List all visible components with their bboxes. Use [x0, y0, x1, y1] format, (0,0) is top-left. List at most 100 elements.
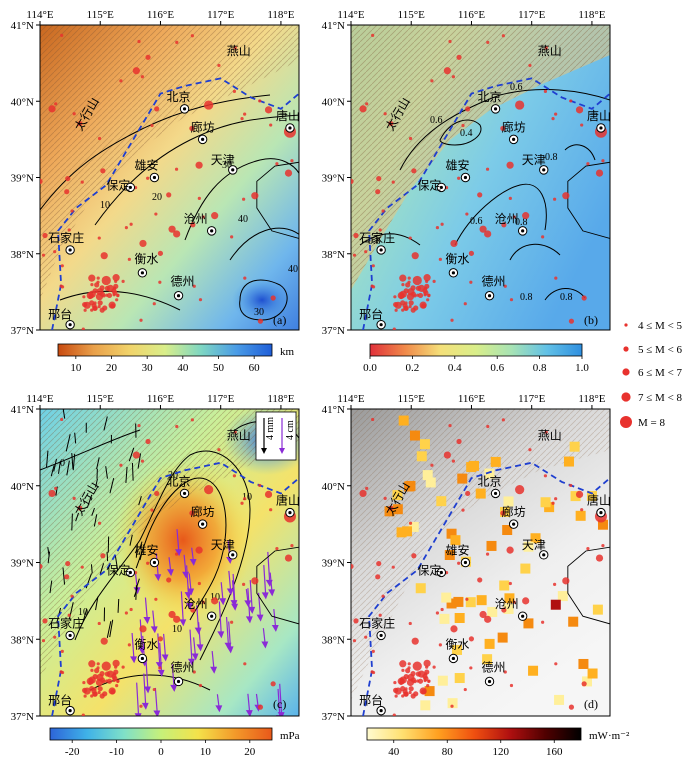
heat-flow-sample	[554, 694, 565, 705]
earthquake-point	[137, 39, 141, 44]
city-label: 衡水	[445, 637, 469, 651]
heat-flow-sample	[586, 490, 597, 501]
earthquake-point	[393, 680, 397, 685]
lat-tick-label: 38°N	[322, 249, 345, 261]
earthquake-point	[541, 620, 545, 624]
earthquake-point	[580, 123, 584, 127]
heat-flow-sample	[454, 613, 465, 624]
city-marker-dot	[68, 633, 72, 638]
heat-flow-sample	[446, 598, 457, 609]
earthquake-point	[392, 327, 396, 330]
earthquake-point	[175, 40, 179, 44]
earthquake-point	[154, 597, 158, 601]
earthquake-point	[376, 175, 382, 182]
heat-flow-sample	[465, 597, 476, 608]
earthquake-point	[83, 308, 87, 312]
earthquake-point	[450, 239, 458, 248]
earthquake-point	[174, 552, 179, 556]
gps-arrow-head	[191, 653, 199, 661]
earthquake-point	[383, 496, 387, 500]
earthquake-point	[351, 178, 354, 185]
earthquake-point	[150, 123, 154, 128]
earthquake-point	[60, 649, 64, 653]
earthquake-point	[53, 635, 57, 639]
strain-arrow	[109, 619, 114, 638]
earthquake-point	[371, 33, 375, 37]
earthquake-point	[477, 192, 483, 198]
lat-tick-label: 38°N	[11, 634, 34, 646]
earthquake-point	[424, 286, 428, 290]
colorbar-unit: km	[280, 346, 295, 358]
heat-flow-sample	[419, 439, 430, 450]
earthquake-point	[508, 581, 512, 586]
earthquake-point	[97, 521, 102, 525]
earthquake-point	[456, 438, 462, 445]
earthquake-point	[528, 448, 532, 452]
earthquake-point	[365, 486, 369, 490]
lat-tick-label: 37°N	[322, 711, 345, 723]
earthquake-point	[96, 662, 100, 666]
earthquake-point	[423, 675, 429, 682]
gps-velocity-arrow	[145, 660, 149, 692]
strain-arrow	[129, 534, 133, 546]
contour-label: 0.4	[460, 128, 473, 139]
earthquake-point	[484, 615, 492, 623]
earthquake-point	[53, 250, 57, 254]
heat-flow-sample	[447, 698, 458, 709]
earthquake-point	[54, 102, 58, 106]
earthquake-point	[64, 574, 70, 580]
city-label: 石家庄	[359, 230, 395, 245]
earthquake-point	[553, 197, 557, 201]
earthquake-point	[88, 274, 96, 282]
lon-tick-label: 115°E	[87, 393, 114, 405]
contour-label: 20	[168, 470, 178, 481]
earthquake-point	[114, 665, 118, 669]
city-marker-dot	[599, 126, 603, 130]
heat-flow-sample	[504, 593, 515, 604]
colorbar-tick-label: 1.0	[575, 362, 589, 374]
heat-flow-sample	[503, 496, 514, 507]
city-label: 德州	[482, 659, 506, 674]
earthquake-point	[457, 176, 461, 180]
earthquake-point	[522, 212, 530, 220]
city-label: 唐山	[587, 108, 611, 123]
gps-arrow-head	[217, 631, 225, 639]
gps-velocity-arrow	[267, 551, 271, 585]
gps-arrow-head	[185, 603, 193, 611]
earthquake-point	[83, 694, 87, 698]
city-label: 沧州	[495, 596, 519, 611]
earthquake-point	[59, 670, 63, 674]
panel-label: (d)	[584, 697, 598, 711]
earthquake-point	[595, 554, 604, 562]
earthquake-point	[110, 303, 116, 309]
earthquake-point	[394, 308, 398, 312]
lon-tick-label: 116°E	[147, 393, 174, 405]
earthquake-point	[102, 680, 106, 684]
earthquake-point	[451, 75, 456, 79]
earthquake-point	[551, 117, 555, 121]
heat-flow-sample	[569, 441, 580, 452]
legend-symbol-m8	[620, 416, 632, 428]
city-label: 邢台	[359, 307, 383, 322]
earthquake-point	[60, 33, 64, 37]
lon-tick-label: 114°E	[337, 9, 364, 21]
gps-arrow-head	[245, 616, 253, 624]
earthquake-point	[48, 105, 56, 113]
legend-symbol-m4	[624, 323, 628, 327]
earthquake-point	[157, 636, 164, 642]
contour-label: 30	[254, 307, 264, 318]
earthquake-point	[450, 318, 454, 322]
earthquake-point	[101, 275, 111, 286]
earthquake-point	[423, 274, 431, 282]
earthquake-point	[479, 225, 487, 233]
earthquake-point	[150, 508, 154, 512]
earthquake-point	[562, 192, 570, 200]
earthquake-point	[132, 451, 140, 459]
earthquake-point	[119, 463, 123, 467]
gps-velocity-arrow	[277, 688, 281, 716]
city-marker-dot	[542, 168, 546, 172]
city-marker-dot	[210, 229, 214, 233]
earthquake-point	[353, 232, 359, 239]
earthquake-point	[425, 279, 429, 284]
